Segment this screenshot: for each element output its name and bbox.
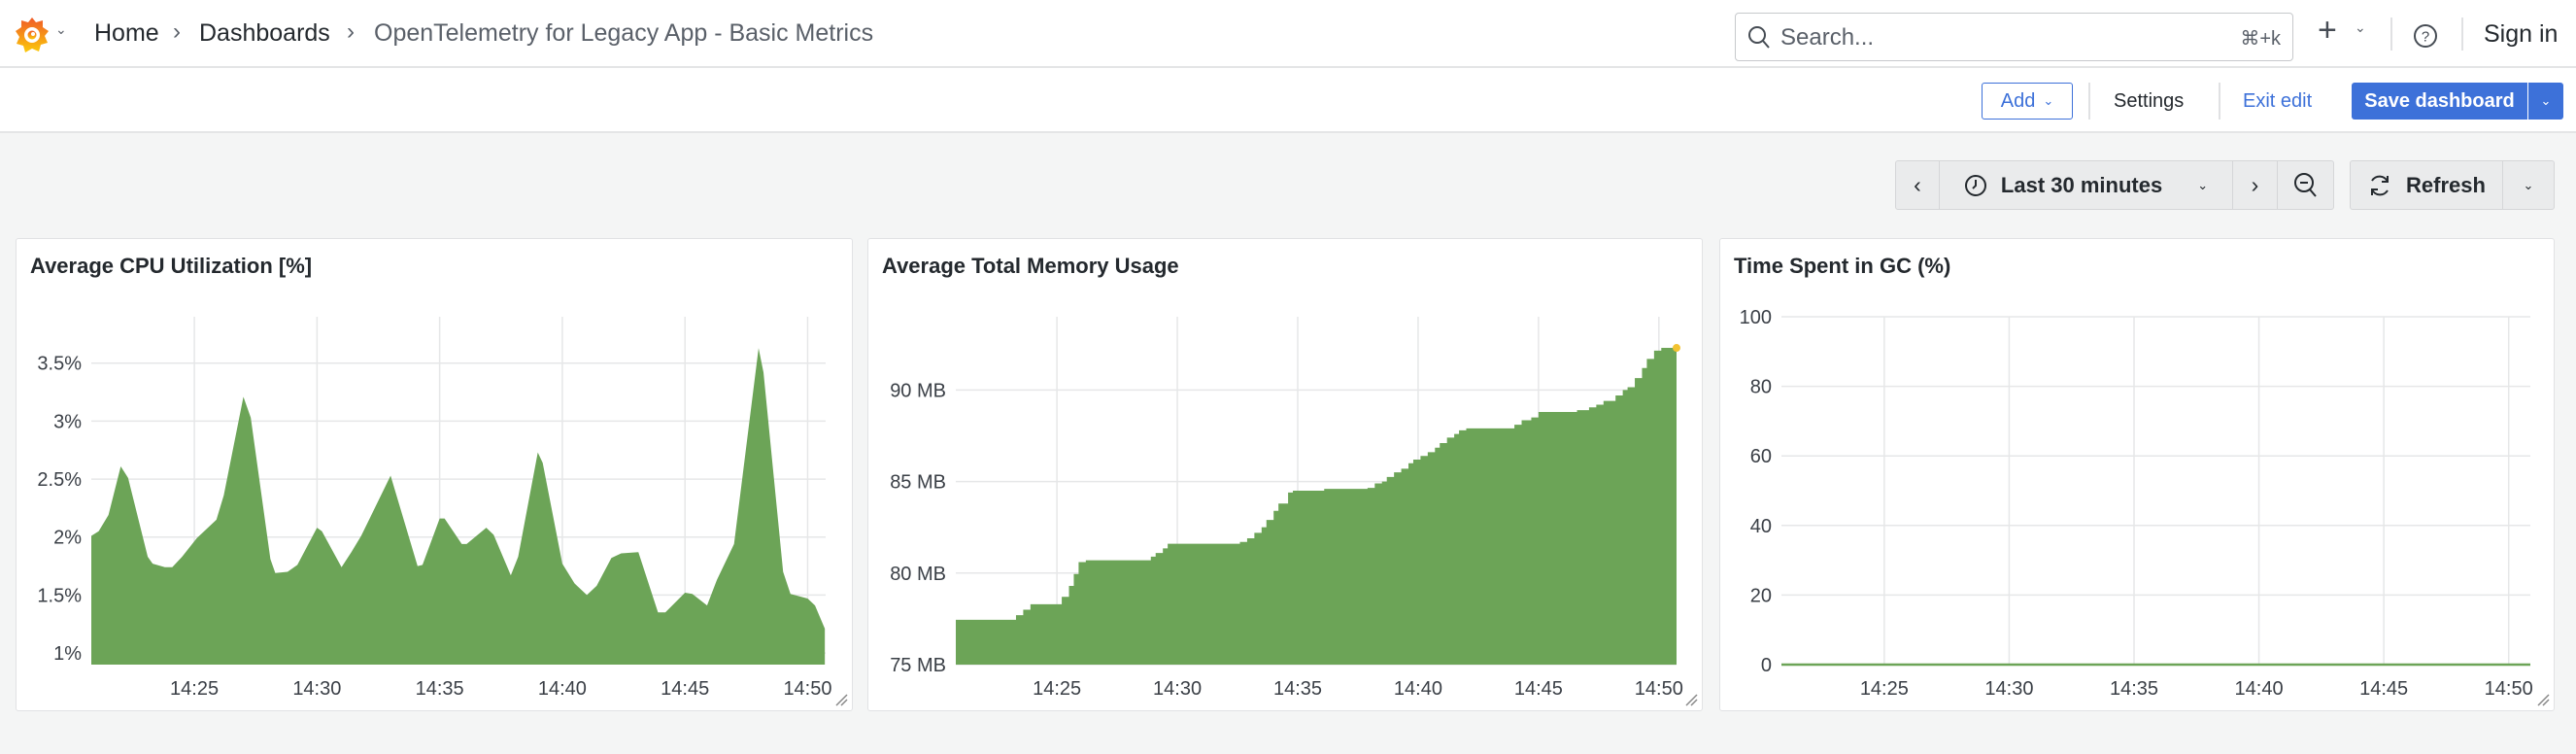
divider — [2390, 17, 2392, 51]
search-shortcut: ⌘+k — [2240, 28, 2281, 50]
chevron-down-icon[interactable]: ⌄ — [2355, 19, 2366, 35]
breadcrumb-current-dashboard: OpenTelemetry for Legacy App - Basic Met… — [374, 19, 874, 47]
chevron-right-icon: › — [347, 18, 355, 45]
chevron-down-icon[interactable]: ⌄ — [55, 21, 67, 37]
chevron-down-icon: ⌄ — [2197, 177, 2209, 192]
add-button-label: Add — [2000, 89, 2036, 112]
breadcrumb-home[interactable]: Home — [94, 19, 159, 47]
refresh-label: Refresh — [2406, 172, 2486, 197]
plus-icon[interactable]: + — [2318, 12, 2337, 49]
chevron-right-icon: › — [2251, 172, 2259, 197]
chevron-right-icon: › — [173, 18, 181, 45]
panel-title: Time Spent in GC (%) — [1734, 254, 1951, 278]
panel-gc-time[interactable]: Time Spent in GC (%) — [1719, 238, 2555, 711]
zoom-out-button[interactable] — [2277, 160, 2334, 210]
search-input[interactable]: Search... ⌘+k — [1735, 13, 2293, 61]
breadcrumb-dashboards[interactable]: Dashboards — [199, 19, 330, 47]
zoom-out-icon — [2293, 172, 2317, 197]
save-options-chevron-icon[interactable]: ⌄ — [2528, 83, 2563, 120]
svg-text:?: ? — [2422, 29, 2429, 46]
chevron-down-icon: ⌄ — [2043, 93, 2054, 108]
refresh-icon — [2371, 175, 2390, 195]
divider — [2219, 83, 2220, 120]
refresh-button[interactable]: Refresh — [2350, 160, 2503, 210]
panel-cpu-utilization[interactable]: Average CPU Utilization [%] — [16, 238, 853, 711]
settings-button[interactable]: Settings — [2114, 90, 2185, 112]
time-range-picker[interactable]: Last 30 minutes ⌄ — [1939, 160, 2233, 210]
search-placeholder: Search... — [1780, 24, 1875, 51]
edit-toolbar: Add ⌄ Settings Exit edit Save dashboard … — [0, 68, 2576, 133]
resize-handle-icon[interactable] — [834, 693, 848, 706]
help-icon[interactable]: ? — [2413, 23, 2438, 49]
search-icon — [1748, 26, 1770, 49]
resize-handle-icon[interactable] — [1684, 693, 1698, 706]
panel-title: Average Total Memory Usage — [882, 254, 1179, 278]
add-button[interactable]: Add ⌄ — [1982, 83, 2073, 120]
chevron-left-icon: ‹ — [1914, 172, 1921, 197]
time-range-back-button[interactable]: ‹ — [1895, 160, 1940, 210]
clock-icon — [1964, 174, 1986, 196]
exit-edit-button[interactable]: Exit edit — [2243, 90, 2313, 112]
time-range-forward-button[interactable]: › — [2232, 160, 2278, 210]
sign-in-link[interactable]: Sign in — [2484, 20, 2559, 48]
grafana-logo-icon[interactable] — [13, 15, 51, 55]
top-bar: ⌄ Home › Dashboards › OpenTelemetry for … — [0, 0, 2576, 68]
divider — [2088, 83, 2090, 120]
divider — [2461, 17, 2463, 51]
resize-handle-icon[interactable] — [2536, 693, 2550, 706]
panel-memory-usage[interactable]: Average Total Memory Usage — [867, 238, 1703, 711]
time-range-label: Last 30 minutes — [2000, 172, 2163, 197]
refresh-interval-chevron-icon[interactable]: ⌄ — [2502, 160, 2555, 210]
panel-title: Average CPU Utilization [%] — [30, 254, 313, 278]
save-dashboard-button[interactable]: Save dashboard — [2352, 83, 2527, 120]
